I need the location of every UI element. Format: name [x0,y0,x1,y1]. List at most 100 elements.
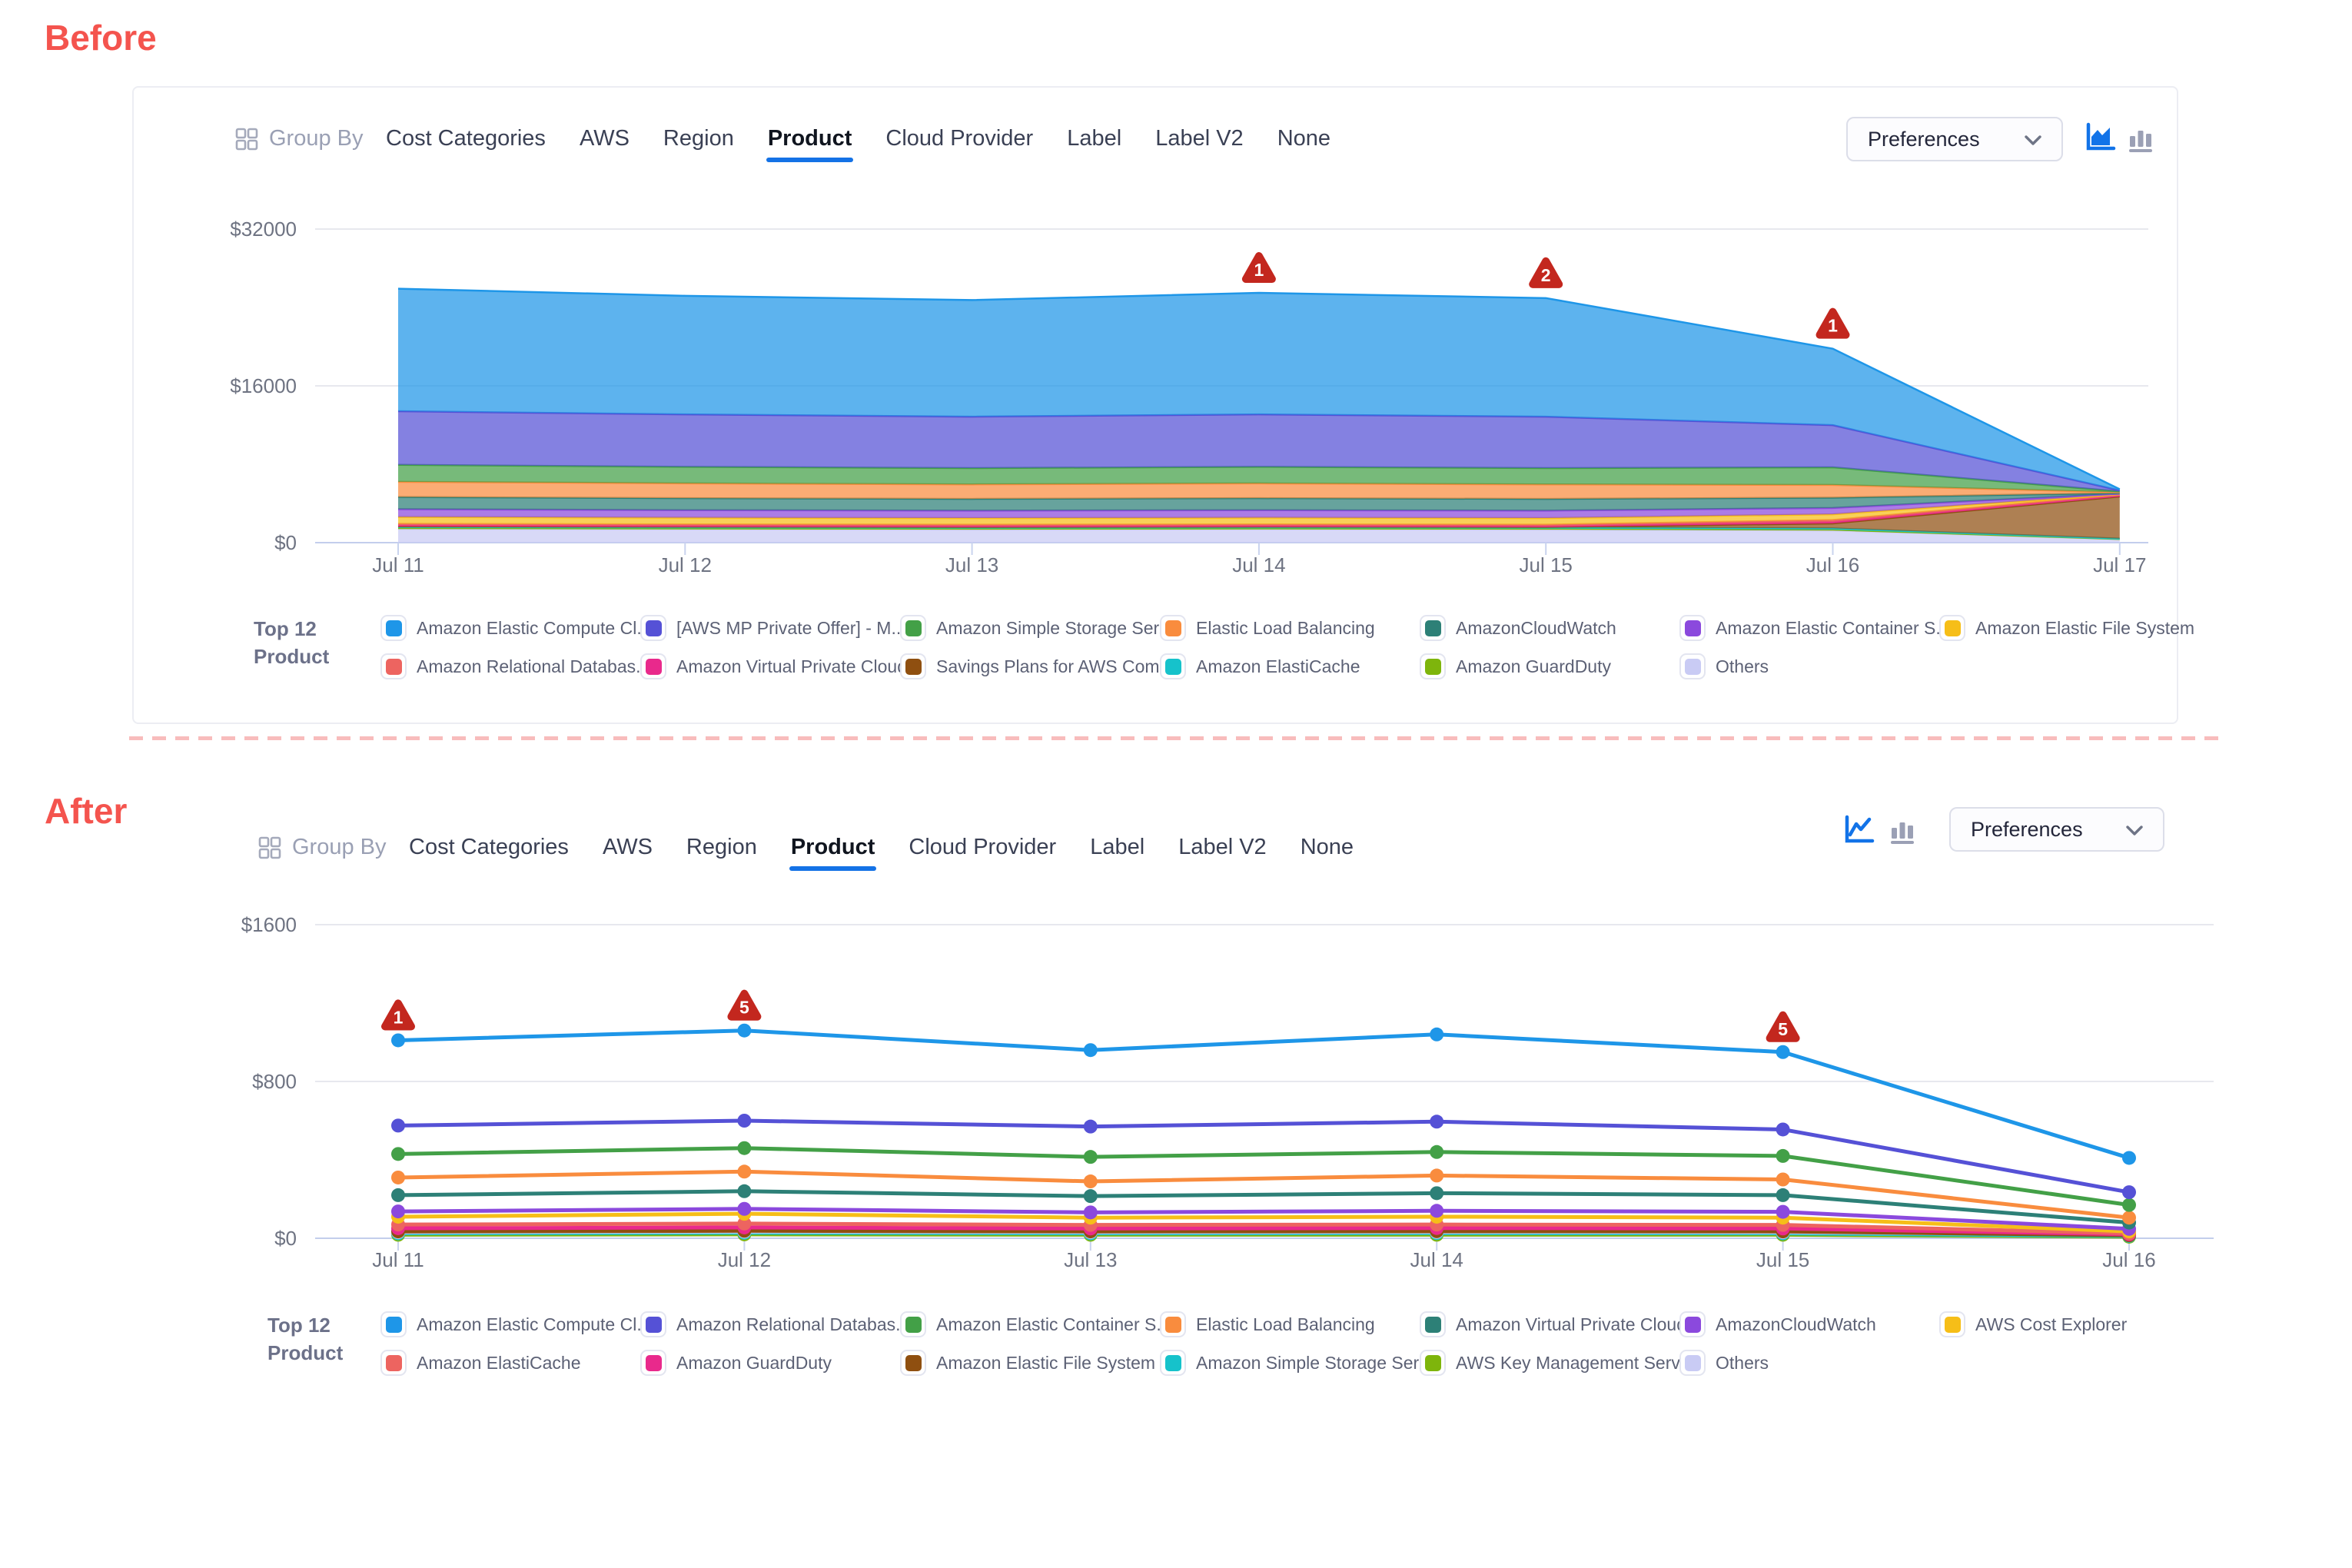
after-legend-item[interactable]: AWS Cost Explorer [1939,1311,2199,1337]
after-legend-item[interactable]: Amazon Virtual Private Cloud [1420,1311,1686,1337]
after-legend-item[interactable]: AWS Key Management Serv... [1420,1350,1693,1376]
data-point[interactable] [2122,1185,2136,1200]
before-legend-item[interactable]: AmazonCloudWatch [1420,615,1679,641]
data-point[interactable] [737,1023,752,1038]
before-tab-label[interactable]: Label [1067,126,1122,151]
area-series[interactable] [398,464,2120,493]
before-tab-aws[interactable]: AWS [579,126,630,151]
data-point[interactable] [391,1204,405,1219]
anomaly-marker[interactable]: 5 [727,989,762,1021]
data-point[interactable] [1083,1150,1098,1164]
data-point[interactable] [2122,1151,2136,1165]
after-tab-region[interactable]: Region [686,835,757,859]
data-point[interactable] [1776,1122,1790,1137]
data-point[interactable] [1083,1043,1098,1058]
before-tab-product[interactable]: Product [766,126,853,162]
data-point[interactable] [1083,1174,1098,1189]
line-series[interactable] [396,1225,2131,1237]
data-point[interactable] [737,1164,752,1179]
after-legend-item[interactable]: Amazon Elastic Container S... [900,1311,1171,1337]
before-legend-item[interactable]: Amazon ElastiCache [1160,653,1420,679]
data-point[interactable] [1776,1204,1790,1219]
after-legend-item[interactable]: Amazon GuardDuty [640,1350,900,1376]
data-point[interactable] [1776,1188,1790,1202]
data-point[interactable] [737,1184,752,1198]
area-series[interactable] [398,288,2120,491]
after-legend-item[interactable]: AmazonCloudWatch [1679,1311,1939,1337]
area-series[interactable] [398,529,2120,543]
after-tab-aws[interactable]: AWS [602,835,653,859]
data-point[interactable] [1776,1148,1790,1163]
area-series[interactable] [398,481,2120,500]
anomaly-marker[interactable]: 1 [381,999,415,1031]
before-tab-cloud-provider[interactable]: Cloud Provider [885,126,1034,151]
before-legend-item[interactable]: Amazon Elastic Compute Cl... [380,615,652,641]
after-legend-item[interactable]: Elastic Load Balancing [1160,1311,1420,1337]
after-legend-item[interactable]: Others [1679,1350,1939,1376]
before-tab-region[interactable]: Region [663,126,734,151]
anomaly-marker[interactable]: 1 [1815,307,1850,339]
before-legend-item[interactable]: Elastic Load Balancing [1160,615,1420,641]
before-preferences-button[interactable]: Preferences [1846,117,2063,161]
after-tab-cloud-provider[interactable]: Cloud Provider [909,835,1057,859]
data-point[interactable] [737,1216,752,1231]
anomaly-marker[interactable]: 5 [1766,1011,1800,1042]
data-point[interactable] [2122,1211,2136,1225]
before-chart[interactable]: $0 $16000 $32000 Jul 11 Jul 12 Jul 13 Jul 14 Ju… [231,200,2175,600]
line-series[interactable] [396,1211,2131,1234]
before-tab-cost-categories[interactable]: Cost Categories [386,126,546,151]
before-legend-item[interactable]: Amazon Elastic File System [1939,615,2199,641]
line-series[interactable] [396,1028,2131,1160]
data-point[interactable] [391,1033,405,1048]
data-point[interactable] [1430,1186,1444,1201]
area-series[interactable] [398,493,2120,511]
data-point[interactable] [1430,1027,1444,1041]
before-legend-item[interactable]: Amazon GuardDuty [1420,653,1679,679]
before-legend-item[interactable]: Amazon Simple Storage Ser... [900,615,1173,641]
line-series[interactable] [396,1146,2131,1208]
data-point[interactable] [1083,1189,1098,1204]
line-series[interactable] [396,1221,2131,1236]
after-legend-item[interactable]: Amazon ElastiCache [380,1350,640,1376]
before-legend-item[interactable]: Amazon Elastic Container S... [1679,615,1951,641]
data-point[interactable] [2122,1198,2136,1212]
after-tab-label-v2[interactable]: Label V2 [1178,835,1267,859]
area-series[interactable] [398,527,2120,540]
line-chart-icon[interactable] [1843,813,1875,845]
after-chart[interactable]: $0 $800 $1600 Jul 11 Jul 12 Jul 13 Jul 14 Jul 1… [231,907,2221,1299]
after-legend-item[interactable]: Amazon Simple Storage Ser... [1160,1350,1433,1376]
data-point[interactable] [737,1201,752,1216]
after-legend-item[interactable]: Amazon Relational Databas... [640,1311,910,1337]
area-series[interactable] [398,411,2120,492]
after-tab-none[interactable]: None [1300,835,1354,859]
before-tab-none[interactable]: None [1277,126,1331,151]
line-series[interactable] [396,1169,2131,1220]
anomaly-marker[interactable]: 1 [1241,252,1276,284]
line-series[interactable] [396,1228,2131,1237]
after-preferences-button[interactable]: Preferences [1949,807,2164,852]
before-legend-item[interactable]: Amazon Virtual Private Cloud [640,653,907,679]
data-point[interactable] [1430,1115,1444,1129]
data-point[interactable] [1430,1204,1444,1218]
data-point[interactable] [1776,1172,1790,1187]
data-point[interactable] [391,1170,405,1184]
after-legend-item[interactable]: Amazon Elastic Compute Cl... [380,1311,652,1337]
line-series[interactable] [396,1189,2131,1225]
after-legend-item[interactable]: Amazon Elastic File System [900,1350,1160,1376]
before-legend-item[interactable]: [AWS MP Private Offer] - M... [640,615,906,641]
anomaly-marker[interactable]: 2 [1529,257,1563,288]
area-series[interactable] [398,493,2120,519]
line-series[interactable] [396,1207,2131,1231]
data-point[interactable] [737,1141,752,1155]
data-point[interactable] [1430,1144,1444,1159]
data-point[interactable] [1776,1045,1790,1059]
data-point[interactable] [1430,1168,1444,1183]
bar-chart-icon[interactable] [1888,816,1917,845]
before-legend-item[interactable]: Amazon Relational Databas... [380,653,650,679]
before-legend-item[interactable]: Savings Plans for AWS Com... [900,653,1174,679]
data-point[interactable] [391,1118,405,1133]
data-point[interactable] [391,1147,405,1161]
after-tab-product[interactable]: Product [789,835,876,871]
after-tab-cost-categories[interactable]: Cost Categories [409,835,569,859]
data-point[interactable] [737,1114,752,1128]
